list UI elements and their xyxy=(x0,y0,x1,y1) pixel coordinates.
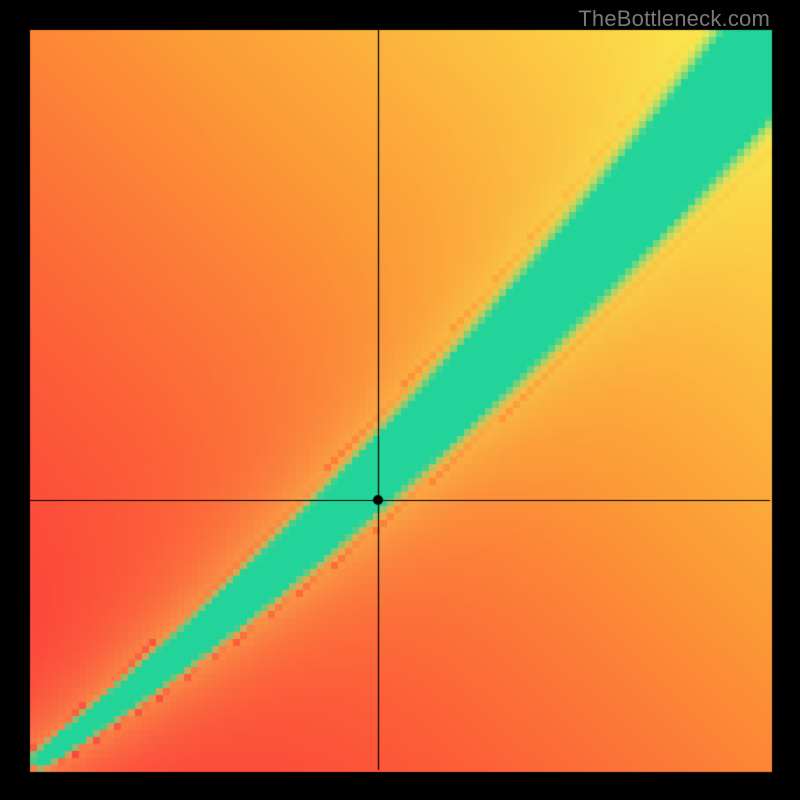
chart-container: TheBottleneck.com xyxy=(0,0,800,800)
watermark-text: TheBottleneck.com xyxy=(578,6,770,32)
bottleneck-heatmap xyxy=(0,0,800,800)
